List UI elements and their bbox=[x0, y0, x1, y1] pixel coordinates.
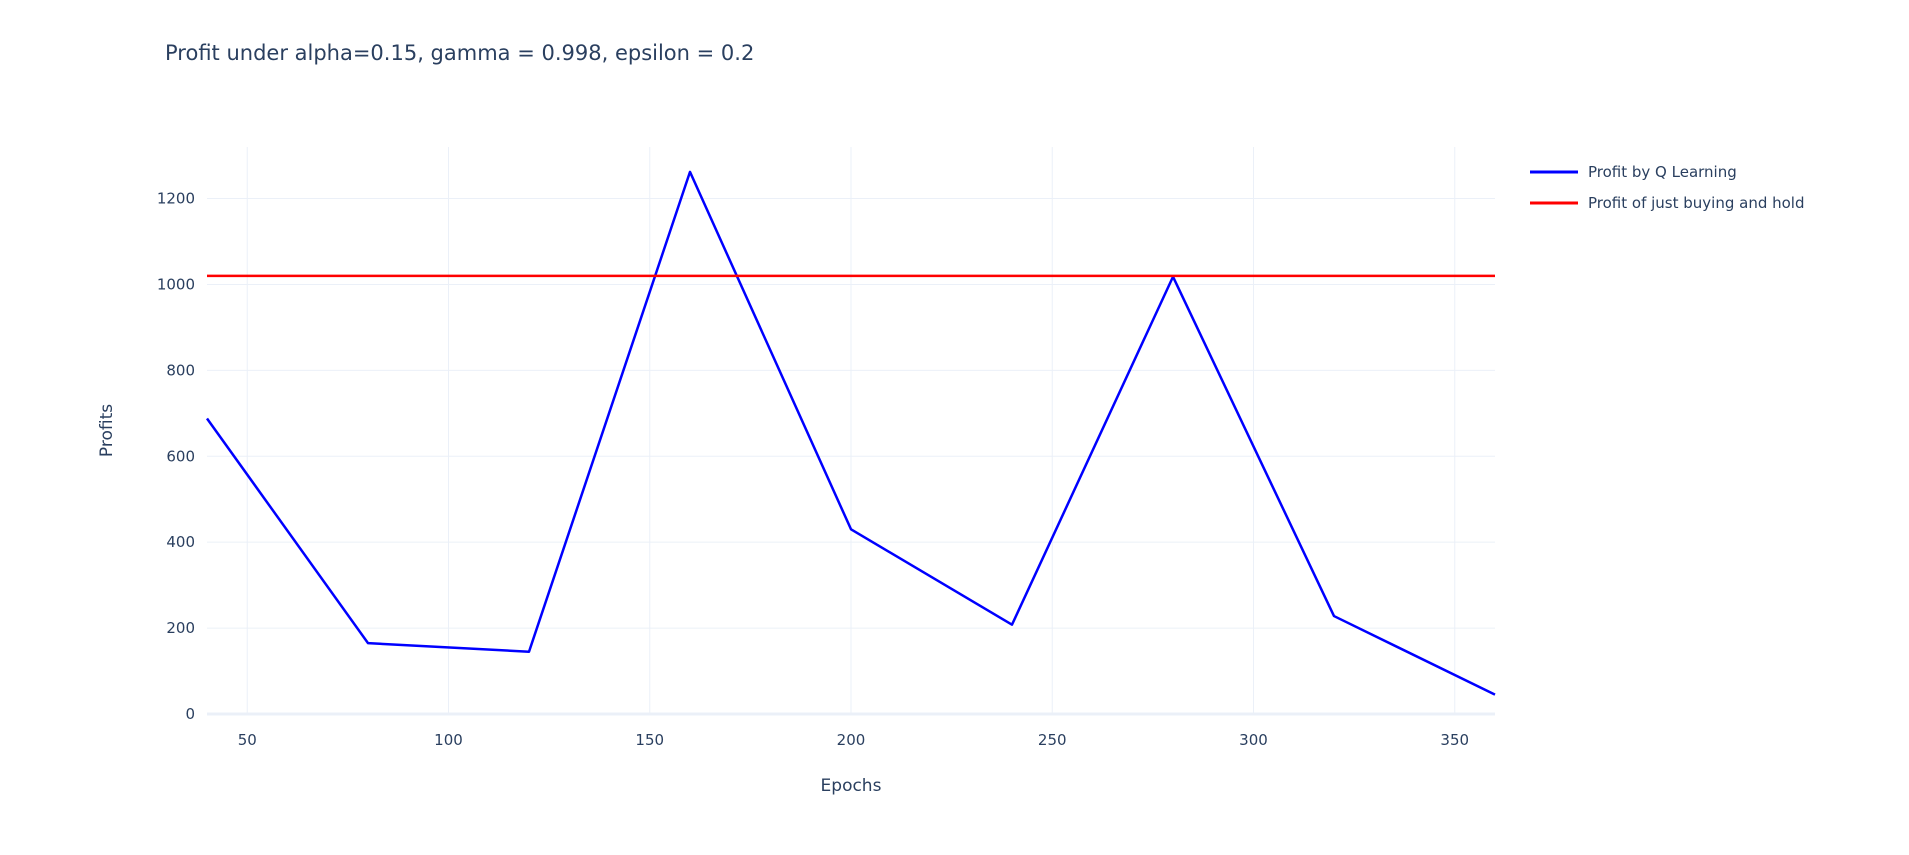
series-layer bbox=[205, 170, 1496, 696]
y-tick-label: 200 bbox=[166, 619, 195, 637]
x-tick-label: 200 bbox=[837, 731, 866, 749]
series-line-1 bbox=[205, 170, 1496, 696]
x-tick-label: 300 bbox=[1239, 731, 1268, 749]
y-tick-label: 1200 bbox=[157, 190, 195, 208]
axes: 50 100 150 200 250 300 350 0 200 400 600 800 1000 120… bbox=[157, 190, 1469, 749]
y-tick-label: 400 bbox=[166, 533, 195, 551]
y-tick-label: 800 bbox=[166, 361, 195, 379]
y-tick-label: 600 bbox=[166, 447, 195, 465]
y-tick-label: 0 bbox=[185, 705, 195, 723]
x-tick-label: 50 bbox=[238, 731, 257, 749]
legend-label-1: Profit by Q Learning bbox=[1588, 163, 1737, 181]
y-axis-title: Profits bbox=[97, 404, 117, 457]
x-tick-label: 150 bbox=[635, 731, 664, 749]
legend: Profit by Q Learning Profit of just buyin… bbox=[1530, 163, 1805, 212]
x-tick-label: 100 bbox=[434, 731, 463, 749]
x-tick-label: 350 bbox=[1440, 731, 1469, 749]
grid bbox=[207, 147, 1495, 716]
x-axis-title: Epochs bbox=[821, 776, 882, 796]
chart-title: Profit under alpha=0.15, gamma = 0.998, … bbox=[165, 41, 754, 65]
x-tick-label: 250 bbox=[1038, 731, 1067, 749]
legend-label-2: Profit of just buying and hold bbox=[1588, 194, 1805, 212]
y-tick-label: 1000 bbox=[157, 275, 195, 293]
